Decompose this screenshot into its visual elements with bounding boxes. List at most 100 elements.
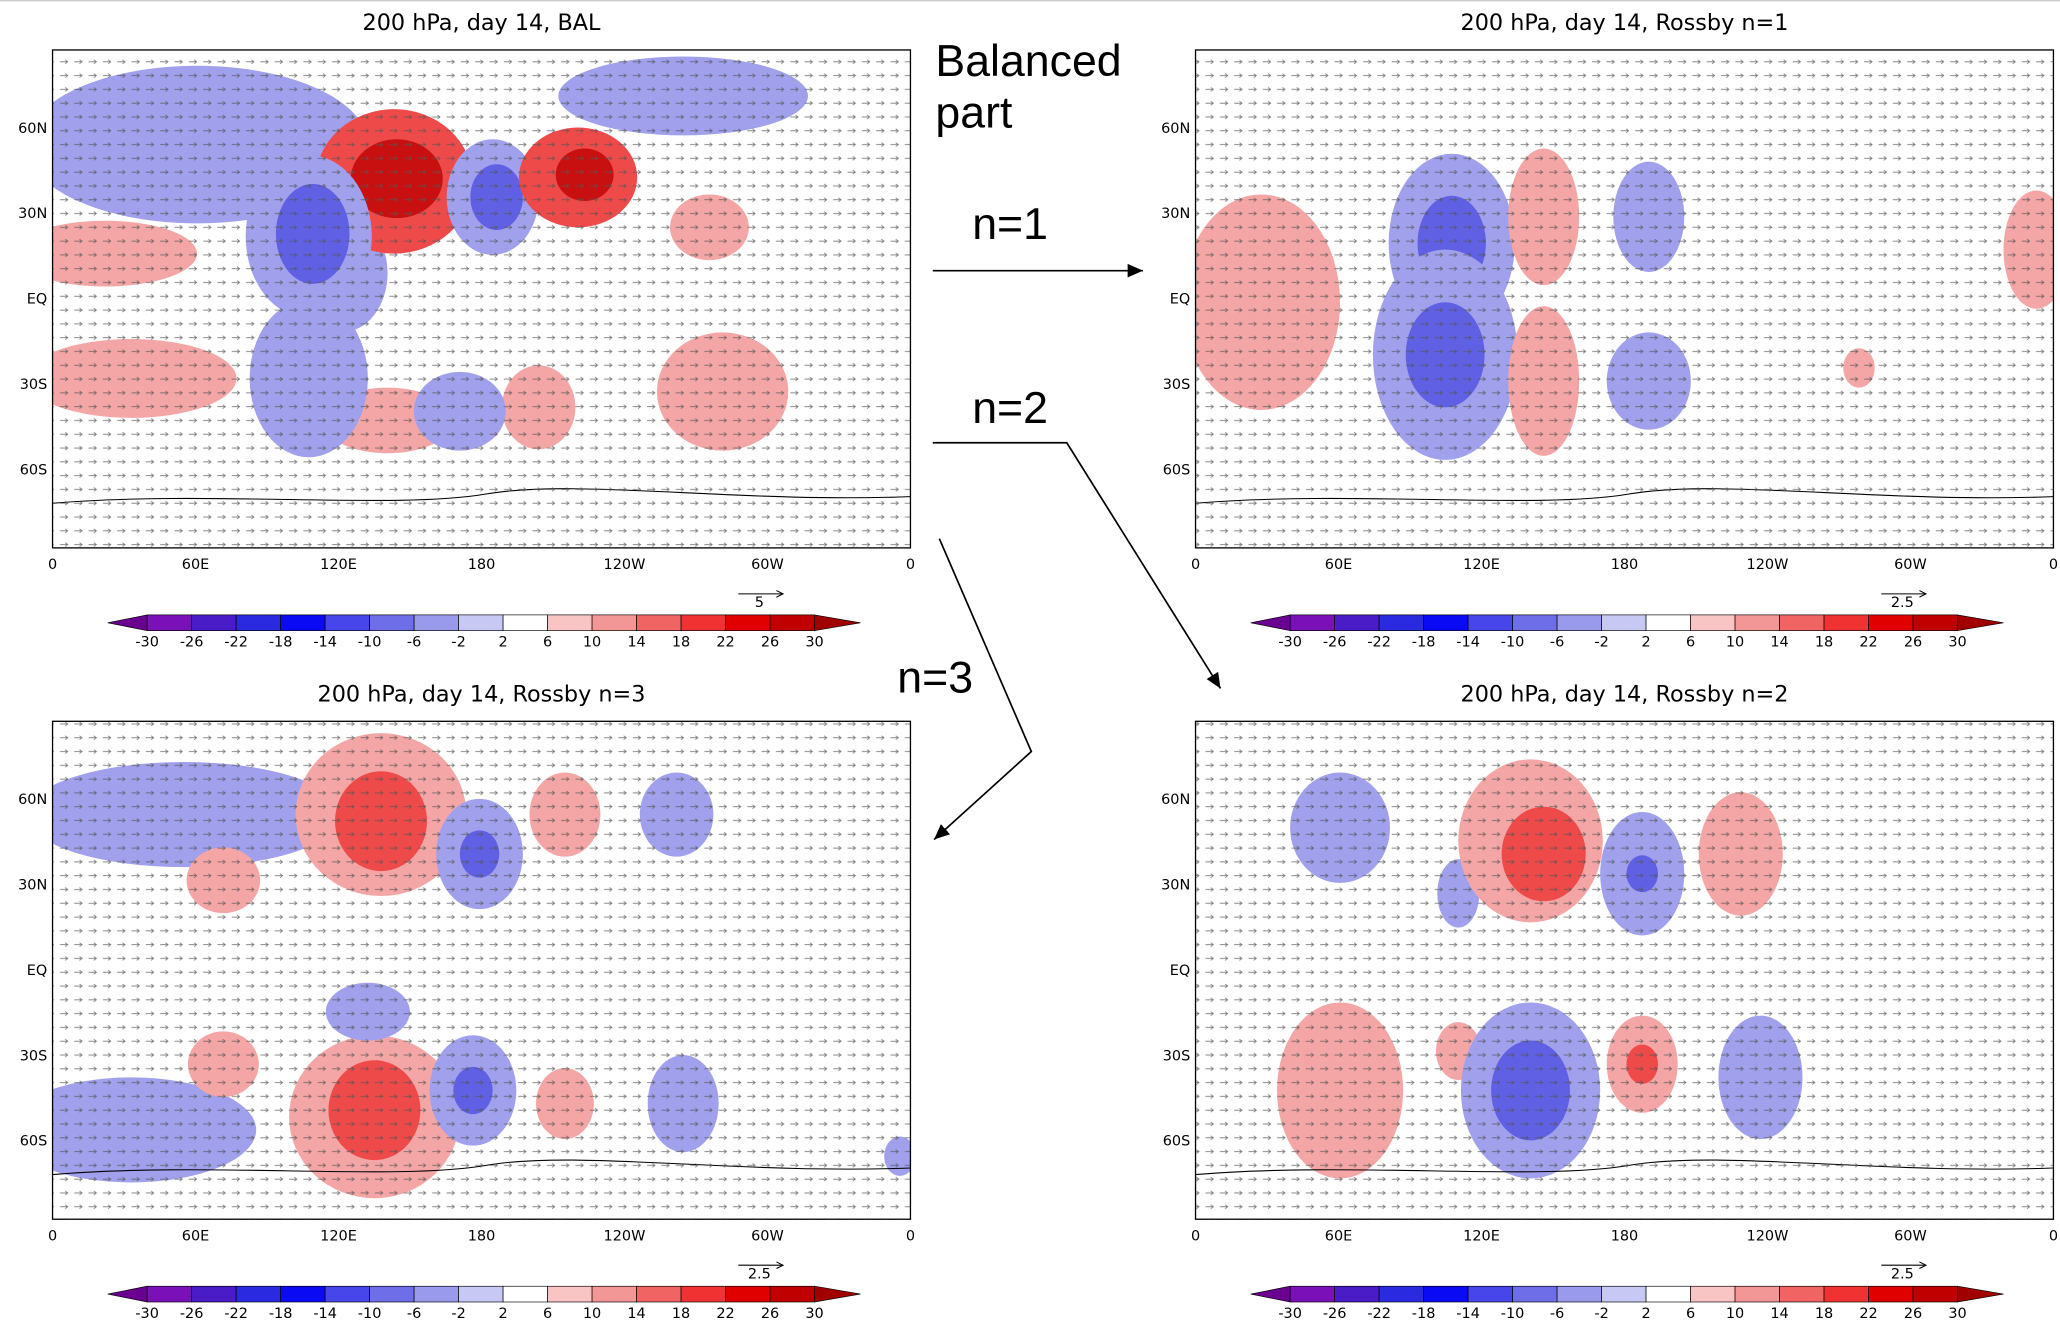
colorbar-end bbox=[814, 614, 861, 632]
colorbar-box bbox=[636, 1285, 682, 1303]
lon-label: 180 bbox=[1611, 1228, 1639, 1244]
lon-label: 0 bbox=[48, 557, 57, 573]
colorbar-label: -14 bbox=[313, 1306, 337, 1322]
colorbar-box bbox=[1734, 1285, 1780, 1303]
colorbar-end bbox=[814, 1285, 861, 1303]
lon-label: 180 bbox=[468, 557, 496, 573]
lon-label: 0 bbox=[48, 1228, 57, 1244]
colorbar-label: -14 bbox=[313, 634, 337, 650]
lat-label: 30N bbox=[18, 878, 47, 894]
colorbar-box bbox=[1823, 1285, 1869, 1303]
lat-label: 60N bbox=[18, 792, 47, 808]
colorbar-label: 14 bbox=[1770, 634, 1788, 650]
colorbar-box bbox=[1378, 1285, 1424, 1303]
panel: 200 hPa, day 14, Rossby n=260N30NEQ30S60… bbox=[1161, 682, 2058, 1322]
colorbar-box bbox=[1690, 1285, 1736, 1303]
lon-label: 180 bbox=[468, 1228, 496, 1244]
map bbox=[1195, 721, 2054, 1220]
colorbar-label: -10 bbox=[1501, 1306, 1525, 1322]
colorbar-box bbox=[1645, 614, 1691, 631]
lat-label: 30N bbox=[1161, 878, 1190, 894]
colorbar-label: 26 bbox=[1904, 634, 1922, 650]
colorbar-label: 10 bbox=[583, 634, 601, 650]
map bbox=[52, 49, 911, 548]
colorbar-label: 26 bbox=[761, 634, 779, 650]
colorbar-label: -6 bbox=[407, 634, 421, 650]
colorbar-box bbox=[769, 614, 815, 631]
lat-label: 60S bbox=[1163, 1134, 1191, 1150]
colorbar-box bbox=[413, 614, 459, 631]
lon-label: 0 bbox=[906, 557, 915, 573]
annotation: n=1 bbox=[972, 200, 1048, 249]
colorbar-label: -2 bbox=[1594, 634, 1608, 650]
colorbar-box bbox=[369, 1285, 415, 1303]
colorbar-label: -18 bbox=[1412, 634, 1436, 650]
lon-label: 120W bbox=[604, 1228, 646, 1244]
map-frame bbox=[51, 49, 912, 549]
colorbar-label: -2 bbox=[451, 1306, 465, 1322]
lon-label: 120W bbox=[604, 557, 646, 573]
lon-label: 60W bbox=[1894, 557, 1927, 573]
lat-label: 60N bbox=[1161, 121, 1190, 137]
lat-label: 30S bbox=[1163, 1048, 1191, 1064]
colorbar-label: 14 bbox=[1770, 1306, 1788, 1322]
colorbar-box bbox=[1912, 614, 1958, 631]
vector-ref-label: 2.5 bbox=[1891, 595, 1914, 611]
colorbar-label: 30 bbox=[1948, 634, 1966, 650]
lon-label: 0 bbox=[2049, 1228, 2058, 1244]
colorbar-label: -6 bbox=[1550, 1306, 1564, 1322]
colorbar-label: 22 bbox=[716, 1306, 734, 1322]
lon-label: 60E bbox=[182, 1228, 210, 1244]
lon-label: 60E bbox=[1325, 557, 1352, 573]
colorbar-label: 22 bbox=[716, 634, 734, 650]
colorbar-box bbox=[146, 1285, 192, 1303]
colorbar-label: 6 bbox=[543, 634, 552, 650]
arrow bbox=[932, 441, 1222, 689]
colorbar-label: -14 bbox=[1456, 1306, 1480, 1322]
colorbar-box bbox=[1823, 614, 1869, 631]
vector-ref-head bbox=[776, 1261, 785, 1269]
colorbar-label: 18 bbox=[672, 634, 690, 650]
annotation: n=3 bbox=[897, 653, 973, 702]
colorbar-box bbox=[1289, 1285, 1335, 1303]
colorbar-box bbox=[1779, 614, 1825, 631]
colorbar-label: -18 bbox=[269, 634, 293, 650]
panel-title: 200 hPa, day 14, Rossby n=1 bbox=[1460, 10, 1788, 36]
colorbar-label: -26 bbox=[180, 1306, 204, 1322]
colorbar-box bbox=[1423, 614, 1469, 631]
colorbar-box bbox=[280, 614, 326, 631]
colorbar-label: 18 bbox=[672, 1306, 690, 1322]
vector-ref-head bbox=[776, 590, 785, 598]
colorbar-label: 14 bbox=[627, 1306, 645, 1322]
colorbar-box bbox=[191, 1285, 237, 1303]
lon-label: 60W bbox=[751, 1228, 784, 1244]
lon-label: 60E bbox=[1325, 1228, 1352, 1244]
colorbar-box bbox=[324, 1285, 370, 1303]
colorbar-label: -14 bbox=[1456, 634, 1480, 650]
colorbar-label: -22 bbox=[1367, 634, 1391, 650]
lat-label: 30S bbox=[1163, 377, 1191, 393]
annotation: n=2 bbox=[972, 384, 1048, 433]
vector-ref-label: 2.5 bbox=[748, 1266, 771, 1282]
colorbar-box bbox=[769, 1285, 815, 1303]
lon-label: 0 bbox=[906, 1228, 915, 1244]
map-frame bbox=[51, 720, 912, 1220]
lat-label: 60S bbox=[1163, 462, 1191, 478]
lon-label: 0 bbox=[1191, 557, 1200, 573]
lat-label: EQ bbox=[1170, 963, 1191, 979]
colorbar-label: -26 bbox=[1323, 634, 1347, 650]
lon-label: 180 bbox=[1611, 557, 1639, 573]
colorbar-label: 18 bbox=[1815, 634, 1833, 650]
lon-label: 60E bbox=[182, 557, 210, 573]
colorbar-box bbox=[1690, 614, 1736, 631]
vector-ref-head bbox=[1919, 590, 1928, 598]
panel: 200 hPa, day 14, Rossby n=160N30NEQ30S60… bbox=[1161, 10, 2058, 650]
lat-label: 60N bbox=[18, 121, 47, 137]
colorbar-box bbox=[502, 1285, 548, 1303]
colorbar-box bbox=[1423, 1285, 1469, 1303]
colorbar-box bbox=[547, 614, 593, 631]
lon-label: 120W bbox=[1747, 1228, 1789, 1244]
colorbar-box bbox=[1912, 1285, 1958, 1303]
